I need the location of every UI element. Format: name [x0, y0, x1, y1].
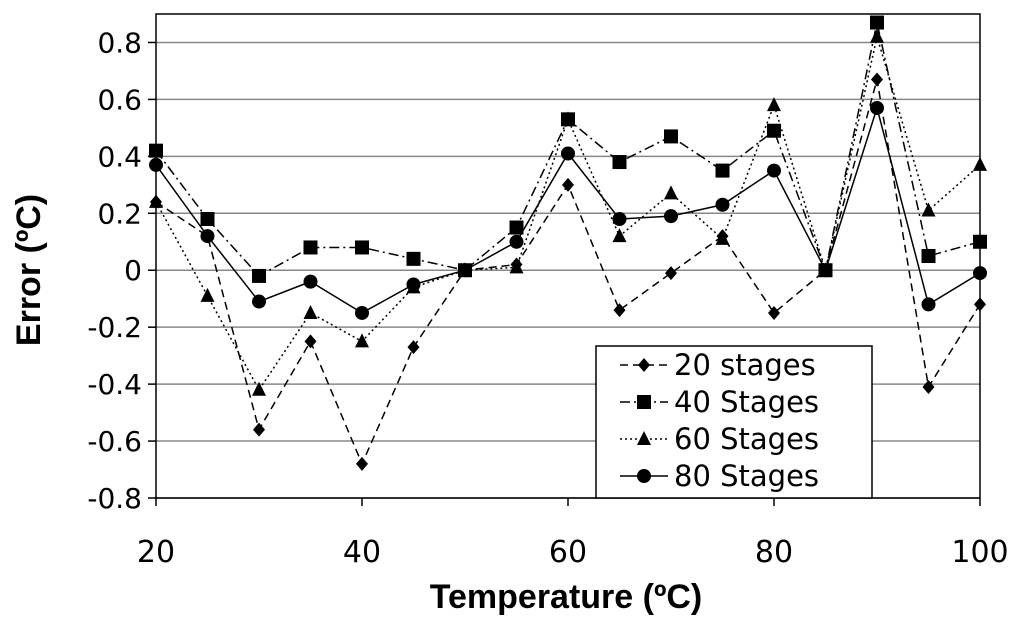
data-point [252, 381, 266, 396]
data-point [200, 287, 215, 302]
x-tick-label: 60 [549, 535, 587, 570]
legend-label: 20 stages [674, 348, 816, 382]
legend-label: 40 Stages [674, 385, 819, 419]
data-point [303, 274, 318, 289]
data-point [715, 163, 730, 178]
legend-item: 20 stages [620, 348, 816, 382]
data-point [355, 240, 369, 255]
legend-item: 60 Stages [620, 422, 819, 456]
y-tick-label: -0.4 [87, 368, 142, 401]
y-tick-label: -0.8 [87, 482, 142, 515]
data-point [406, 251, 421, 266]
x-tick-label: 40 [343, 535, 381, 570]
data-point [252, 268, 266, 283]
data-point [253, 422, 265, 437]
series-3 [149, 28, 987, 396]
data-point [355, 333, 369, 348]
data-point [870, 100, 884, 115]
data-point [921, 202, 936, 217]
data-point [922, 379, 935, 394]
data-point [974, 297, 986, 312]
data-point [818, 263, 833, 278]
data-point [768, 305, 780, 320]
x-tick-label: 80 [755, 535, 793, 570]
data-point [664, 185, 678, 200]
x-tick-label: 20 [137, 535, 175, 570]
legend-marker [637, 395, 651, 409]
y-axis-ticks: -0.8 -0.6 -0.4 -0.2 0 0.2 0.4 0.6 0.8 [87, 26, 156, 515]
data-point [303, 304, 318, 319]
data-point [767, 163, 781, 178]
legend-marker [638, 358, 650, 372]
series-4 [149, 100, 987, 320]
y-tick-label: 0.4 [97, 140, 142, 173]
data-point [252, 294, 266, 309]
x-axis-label: Temperature (ºC) [430, 578, 703, 616]
y-tick-label: 0.8 [97, 26, 142, 59]
data-point [406, 277, 421, 292]
data-point [355, 305, 369, 320]
data-point [561, 111, 575, 126]
legend-marker [637, 431, 651, 445]
series-line [155, 105, 981, 314]
legend-marker [637, 469, 651, 483]
data-point [356, 456, 368, 471]
legend-item: 40 Stages [620, 385, 819, 419]
x-tick-label: 100 [951, 535, 1008, 570]
data-point [767, 123, 781, 138]
data-point [407, 340, 420, 355]
data-point [562, 177, 574, 192]
data-point [509, 234, 524, 249]
data-point [715, 197, 730, 212]
data-point [509, 259, 524, 274]
data-point [665, 266, 677, 281]
data-point [149, 157, 163, 172]
y-tick-label: -0.6 [87, 425, 142, 458]
data-point [149, 143, 163, 158]
data-point [870, 15, 884, 30]
data-point [921, 297, 936, 312]
data-point [612, 228, 627, 243]
series-group [149, 15, 987, 471]
x-axis-ticks: 20 40 60 80 100 [137, 498, 1009, 570]
data-point [664, 209, 678, 224]
y-tick-label: 0 [124, 254, 142, 287]
data-point [561, 146, 575, 161]
data-point [509, 220, 524, 235]
data-point [973, 156, 987, 171]
y-axis-label: Error (ºC) [10, 194, 48, 346]
legend-item: 80 Stages [620, 459, 819, 493]
y-tick-label: 0.2 [97, 197, 142, 230]
data-point [200, 229, 215, 244]
data-point [612, 155, 627, 170]
data-point [973, 234, 987, 249]
data-point [613, 303, 626, 318]
data-point [304, 334, 317, 349]
data-point [871, 72, 883, 87]
y-tick-label: 0.6 [97, 83, 142, 116]
data-point [200, 211, 215, 226]
data-point [767, 97, 781, 112]
legend-label: 80 Stages [674, 459, 819, 493]
data-point [921, 249, 936, 263]
data-point [612, 211, 627, 226]
data-point [973, 266, 987, 281]
series-line [155, 33, 981, 392]
data-point [664, 129, 678, 144]
data-point [715, 230, 730, 245]
legend-label: 60 Stages [674, 422, 819, 456]
data-point [870, 28, 884, 43]
data-point [303, 240, 318, 255]
gridlines [156, 41, 980, 499]
y-tick-label: -0.2 [87, 311, 142, 344]
data-point [149, 193, 163, 208]
data-point [458, 263, 472, 278]
